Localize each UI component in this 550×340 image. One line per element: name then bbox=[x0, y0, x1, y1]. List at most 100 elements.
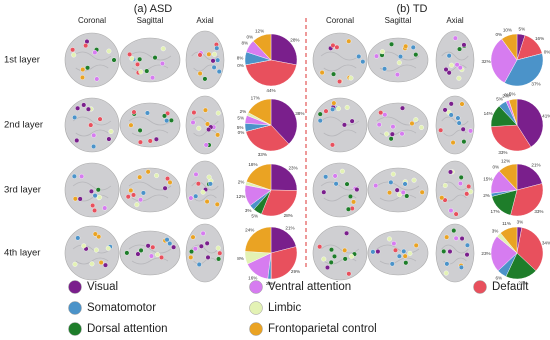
brain-node bbox=[389, 261, 395, 267]
brain-node bbox=[376, 122, 382, 128]
brain-node bbox=[460, 126, 466, 132]
pie-slice bbox=[270, 246, 298, 280]
brain-node bbox=[390, 171, 396, 177]
brain-node bbox=[459, 236, 465, 242]
pie-value-label: 17% bbox=[251, 96, 260, 101]
pie-slice bbox=[245, 59, 297, 87]
brain-node bbox=[88, 122, 94, 128]
pie-slice bbox=[270, 33, 298, 66]
brain-view bbox=[64, 225, 120, 281]
brain-node bbox=[191, 110, 197, 116]
brain-node bbox=[328, 247, 334, 253]
pie-slice bbox=[490, 236, 518, 272]
legend-marker bbox=[473, 280, 487, 294]
pie-value-label: 34% bbox=[542, 241, 550, 246]
brain-node bbox=[334, 44, 340, 50]
brain-node bbox=[389, 131, 395, 137]
pie-value-label: 10% bbox=[503, 28, 512, 33]
brain-node bbox=[81, 102, 87, 108]
brain-node bbox=[321, 189, 327, 195]
brain-node bbox=[444, 261, 450, 267]
brain-node bbox=[337, 79, 343, 85]
pie-value-label: 5% bbox=[251, 214, 258, 219]
brain-node bbox=[409, 120, 415, 126]
brain-node bbox=[188, 254, 194, 260]
brain-node bbox=[442, 107, 448, 113]
brain-node bbox=[404, 193, 410, 199]
brain-node bbox=[206, 174, 212, 180]
pie-value-label: 11% bbox=[502, 221, 511, 226]
pie-value-label: 44% bbox=[266, 88, 275, 93]
pie-value-label: 5% bbox=[519, 27, 526, 32]
brain-node bbox=[382, 66, 388, 72]
brain-node bbox=[400, 105, 406, 111]
brain-node bbox=[197, 70, 203, 76]
brain-node bbox=[71, 173, 77, 179]
brain-node bbox=[204, 199, 210, 205]
brain-node bbox=[192, 246, 198, 252]
brain-node bbox=[97, 116, 103, 122]
brain-node bbox=[386, 236, 392, 242]
brain-node bbox=[216, 69, 222, 75]
brain-fold bbox=[72, 244, 112, 265]
brain-node bbox=[458, 264, 464, 270]
brain-node bbox=[164, 118, 170, 124]
legend-marker bbox=[249, 322, 263, 336]
brain-node bbox=[216, 256, 222, 262]
pie-value-label: 2% bbox=[502, 93, 509, 98]
brain-node bbox=[349, 253, 355, 259]
brain-node bbox=[145, 243, 151, 249]
brain-node bbox=[98, 260, 104, 266]
brain-node bbox=[111, 57, 117, 63]
brain-view bbox=[119, 37, 181, 83]
view-label: Axial bbox=[196, 16, 214, 25]
brain-node bbox=[400, 189, 406, 195]
legend-label: Frontoparietal control bbox=[268, 323, 377, 335]
brain-node bbox=[211, 51, 217, 57]
brain-node bbox=[461, 42, 467, 48]
brain-node bbox=[195, 181, 201, 187]
brain-node bbox=[90, 202, 96, 208]
brain-node bbox=[75, 105, 81, 111]
brain-node bbox=[124, 250, 130, 256]
pie-value-label: 12% bbox=[255, 28, 264, 33]
pie-value-label: 8% bbox=[237, 256, 244, 261]
brain-node bbox=[205, 254, 211, 260]
brain-node bbox=[354, 187, 360, 193]
brain-node bbox=[448, 208, 454, 214]
brain-node bbox=[190, 119, 196, 125]
brain-view bbox=[367, 230, 429, 276]
brain-node bbox=[442, 182, 448, 188]
pie-value-label: 0% bbox=[495, 32, 502, 37]
brain-node bbox=[323, 108, 329, 114]
brain-node bbox=[349, 118, 355, 124]
brain-node bbox=[159, 254, 165, 260]
brain-node bbox=[79, 74, 85, 80]
legend-label: Ventral attention bbox=[268, 281, 351, 293]
brain-node bbox=[197, 52, 203, 58]
pie-value-label: 23% bbox=[289, 165, 298, 170]
layer-label: 3rd layer bbox=[4, 185, 41, 196]
brain-node bbox=[204, 121, 210, 127]
brain-node bbox=[75, 235, 81, 241]
brain-node bbox=[448, 101, 454, 107]
brain-node bbox=[330, 106, 336, 112]
brain-node bbox=[360, 59, 366, 65]
pie-value-label: 3% bbox=[492, 228, 499, 233]
brain-node bbox=[335, 106, 341, 112]
layer-label: 1st layer bbox=[4, 55, 40, 66]
pie-slice bbox=[504, 53, 544, 87]
brain-node bbox=[452, 35, 458, 41]
brain-node bbox=[196, 261, 202, 267]
brain-node bbox=[92, 231, 98, 237]
brain-fold bbox=[320, 51, 360, 72]
panel-title: (a) ASD bbox=[134, 3, 173, 15]
brain-node bbox=[150, 75, 156, 81]
brain-node bbox=[138, 69, 144, 75]
pie-value-label: 16% bbox=[535, 36, 544, 41]
brain-view bbox=[312, 32, 368, 88]
brain-node bbox=[446, 70, 452, 76]
pie-value-label: 2% bbox=[266, 281, 273, 286]
brain-node bbox=[105, 245, 111, 251]
pie-value-label: 5% bbox=[496, 97, 503, 102]
